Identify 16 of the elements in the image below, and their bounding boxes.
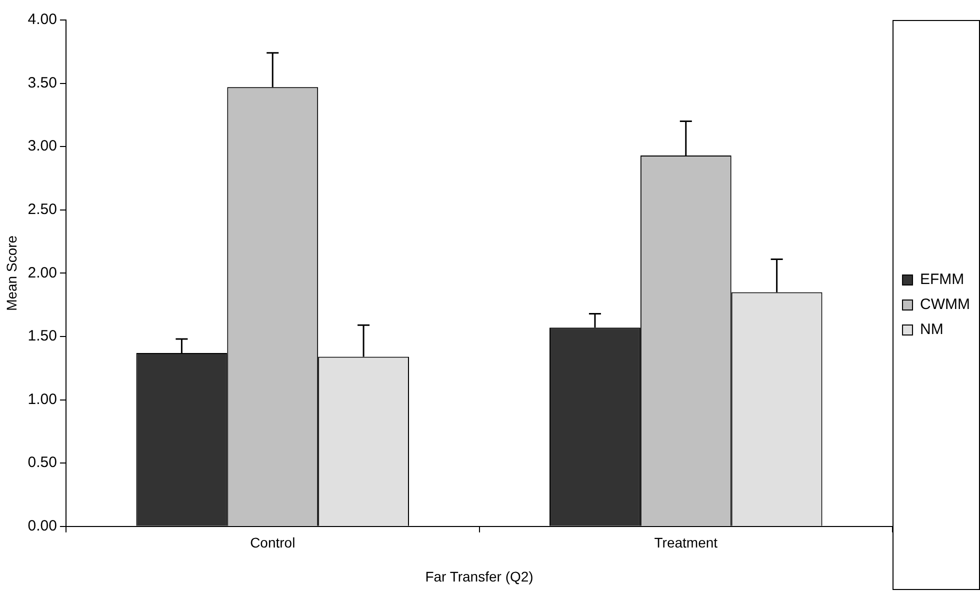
y-tick-label: 1.00: [28, 390, 57, 408]
y-tick-label: 2.00: [28, 264, 57, 282]
x-tick-label: Treatment: [654, 534, 718, 551]
legend-label: CWMM: [920, 296, 970, 314]
legend-label: EFMM: [920, 271, 964, 288]
y-tick-label: 3.00: [28, 138, 57, 155]
y-tick-label: 0.50: [28, 454, 57, 472]
y-tick-label: 3.50: [28, 74, 57, 92]
y-tick-label: 2.50: [28, 201, 57, 218]
y-axis-title: Mean Score: [3, 235, 20, 311]
x-axis-title: Far Transfer (Q2): [425, 568, 534, 584]
x-tick-label: Control: [250, 534, 296, 551]
y-tick-label: 1.50: [28, 328, 57, 345]
legend-label: NM: [920, 321, 944, 338]
y-tick-label: 0.00: [28, 518, 57, 535]
y-tick-label: 4.00: [28, 11, 57, 28]
